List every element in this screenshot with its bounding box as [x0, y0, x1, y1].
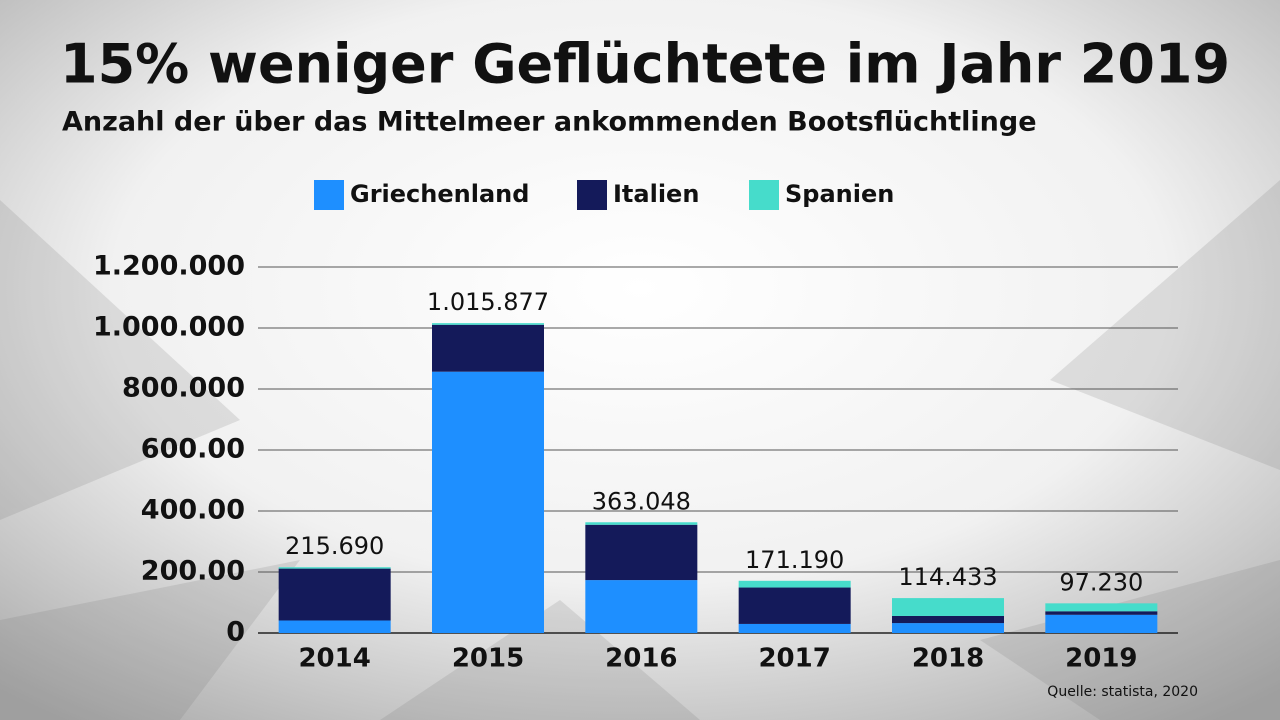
x-tick-label: 2017 — [758, 644, 830, 674]
bar-segment — [1045, 611, 1158, 615]
legend-swatch — [577, 180, 607, 210]
legend-label: Italien — [613, 180, 699, 208]
bar-segment — [278, 620, 391, 633]
bar-segment — [585, 522, 698, 525]
bar-segment — [1045, 614, 1158, 633]
total-label: 97.230 — [1059, 568, 1143, 596]
legend-label: Spanien — [785, 180, 894, 208]
total-label: 1.015.877 — [427, 288, 549, 316]
bar-segment — [892, 623, 1004, 633]
bar-segment — [585, 524, 698, 581]
y-tick-label: 0 — [226, 617, 245, 648]
total-label: 171.190 — [745, 546, 844, 574]
y-tick-label: 1.200.000 — [93, 251, 245, 282]
bar-segment — [738, 623, 851, 633]
y-tick-label: 600.00 — [141, 434, 245, 465]
total-label: 363.048 — [592, 487, 691, 515]
chart-title: 15% weniger Geflüchtete im Jahr 2019 — [60, 33, 1230, 96]
total-label: 215.690 — [285, 532, 384, 560]
legend-swatch — [749, 180, 779, 210]
total-label: 114.433 — [898, 563, 997, 591]
bar-segment — [278, 567, 391, 569]
bar-segment — [892, 598, 1004, 616]
bar-segment — [1045, 603, 1158, 612]
y-tick-label: 200.00 — [141, 556, 245, 587]
y-tick-label: 400.00 — [141, 495, 245, 526]
bar-segment — [585, 580, 698, 633]
bar-segment — [738, 580, 851, 588]
bar-segment — [892, 615, 1004, 624]
x-tick-label: 2015 — [452, 644, 524, 674]
bar-segment — [738, 587, 851, 624]
chart-subtitle: Anzahl der über das Mittelmeer ankommend… — [62, 107, 1037, 138]
x-tick-label: 2014 — [298, 644, 370, 674]
background-pattern — [0, 180, 1280, 720]
bar-segment — [432, 323, 544, 325]
y-tick-label: 800.000 — [122, 373, 245, 404]
bar-segment — [278, 568, 391, 621]
legend-swatch — [314, 180, 344, 210]
bar-segment — [432, 324, 544, 372]
bar-segment — [432, 371, 544, 633]
x-tick-label: 2019 — [1065, 644, 1137, 674]
legend-label: Griechenland — [350, 180, 529, 208]
x-tick-label: 2018 — [912, 644, 984, 674]
y-tick-label: 1.000.000 — [93, 312, 245, 343]
source: Quelle: statista, 2020 — [1047, 684, 1198, 700]
x-tick-label: 2016 — [605, 644, 677, 674]
